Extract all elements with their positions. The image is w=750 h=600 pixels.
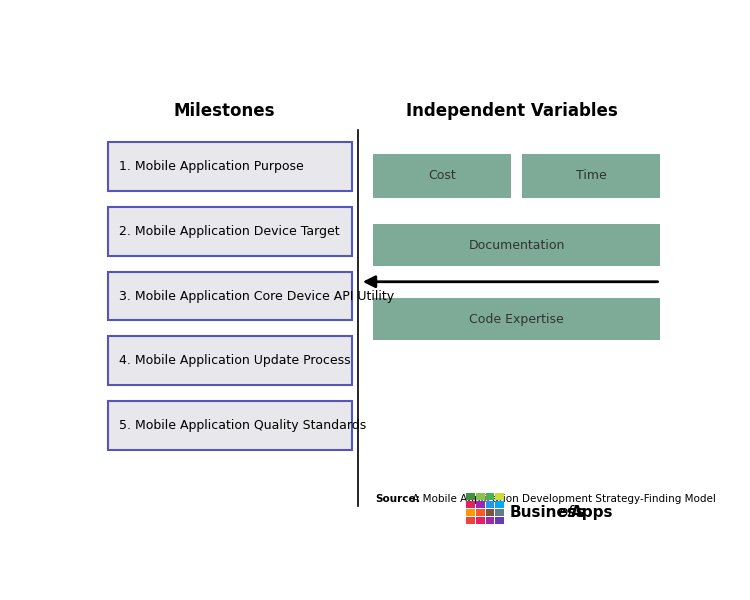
Bar [476, 493, 484, 500]
Text: Time: Time [576, 169, 607, 182]
Text: Code Expertise: Code Expertise [470, 313, 564, 326]
Bar [466, 501, 475, 508]
Bar [466, 509, 475, 516]
Bar [466, 493, 475, 500]
Text: Apps: Apps [571, 505, 614, 520]
FancyBboxPatch shape [108, 337, 352, 385]
Text: 3. Mobile Application Core Device API Utility: 3. Mobile Application Core Device API Ut… [118, 290, 394, 302]
Bar [496, 509, 504, 516]
Bar [496, 493, 504, 500]
Bar [485, 493, 494, 500]
FancyBboxPatch shape [108, 207, 352, 256]
Text: Source:: Source: [376, 494, 421, 505]
Text: of: of [559, 505, 574, 520]
Bar [476, 517, 484, 524]
Bar [496, 517, 504, 524]
FancyBboxPatch shape [522, 154, 661, 198]
Bar [485, 501, 494, 508]
Text: 2. Mobile Application Device Target: 2. Mobile Application Device Target [118, 225, 339, 238]
Text: A Mobile Application Development Strategy-Finding Model: A Mobile Application Development Strateg… [410, 494, 716, 505]
FancyBboxPatch shape [108, 142, 352, 191]
Bar [485, 517, 494, 524]
Bar [466, 517, 475, 524]
Text: 1. Mobile Application Purpose: 1. Mobile Application Purpose [118, 160, 304, 173]
Text: Business: Business [509, 505, 585, 520]
Bar [476, 509, 484, 516]
Bar [485, 509, 494, 516]
Text: Independent Variables: Independent Variables [406, 102, 618, 120]
FancyBboxPatch shape [373, 154, 512, 198]
Bar [496, 501, 504, 508]
Text: 4. Mobile Application Update Process: 4. Mobile Application Update Process [118, 354, 350, 367]
Text: Documentation: Documentation [469, 239, 565, 252]
Text: 5. Mobile Application Quality Standards: 5. Mobile Application Quality Standards [118, 419, 366, 432]
FancyBboxPatch shape [108, 272, 352, 320]
FancyBboxPatch shape [373, 298, 661, 340]
FancyBboxPatch shape [373, 224, 661, 266]
FancyBboxPatch shape [108, 401, 352, 449]
Bar [476, 501, 484, 508]
Text: Milestones: Milestones [174, 102, 275, 120]
Text: Cost: Cost [428, 169, 456, 182]
